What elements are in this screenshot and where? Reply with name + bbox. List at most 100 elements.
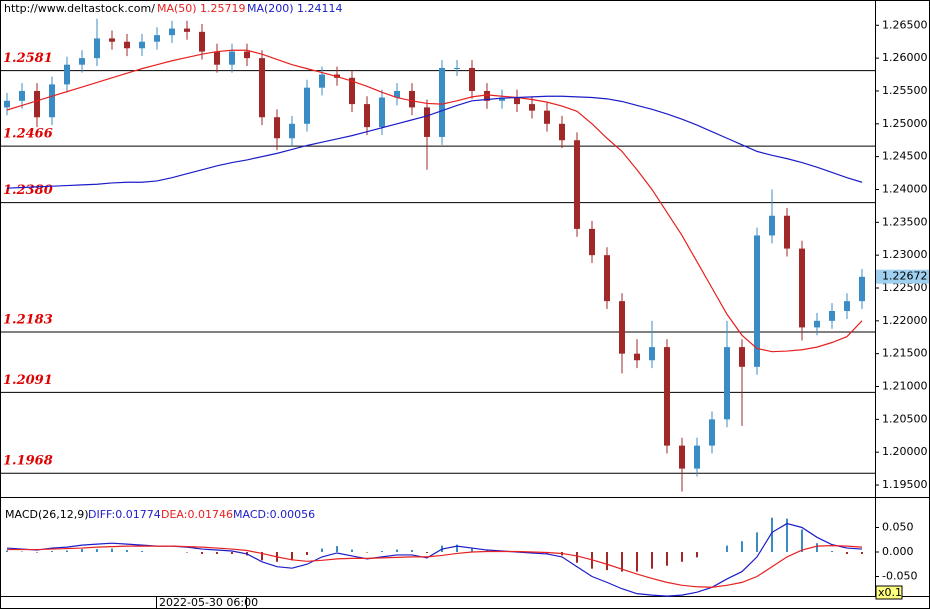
macd-bar xyxy=(651,551,653,569)
y-tick-label: 1.21000 xyxy=(882,380,928,393)
macd-bar xyxy=(51,551,53,552)
macd-bar xyxy=(426,551,428,553)
y-tick-label: 1.25500 xyxy=(882,84,928,97)
candle-body xyxy=(784,215,790,249)
macd-bar xyxy=(666,551,668,566)
candle-body xyxy=(289,123,295,139)
macd-bar xyxy=(96,549,98,552)
legend-ma50: MA(50) xyxy=(157,2,197,15)
candle-body xyxy=(319,74,325,88)
macd-bar xyxy=(696,551,698,558)
legend-ma200-value: 1.24114 xyxy=(297,2,343,15)
macd-bar xyxy=(396,549,398,552)
macd-bar xyxy=(351,549,353,552)
candle-body xyxy=(469,67,475,91)
candle-body xyxy=(184,28,190,32)
candle-body xyxy=(4,100,10,108)
y-tick-label: 1.19500 xyxy=(882,478,928,491)
scale-box xyxy=(875,585,903,600)
level-label: 1.1968 xyxy=(3,454,53,469)
macd-bar xyxy=(306,551,308,555)
y-tick-label: 1.22000 xyxy=(882,314,928,327)
macd-bar xyxy=(621,551,623,572)
macd-bar xyxy=(636,551,638,572)
y-tick-label: 0.000 xyxy=(882,545,914,558)
legend-ma200: MA(200) xyxy=(247,2,294,15)
legend-dea: DEA:0.01746 xyxy=(161,508,233,521)
macd-bar xyxy=(681,551,683,562)
macd-bar xyxy=(81,549,83,552)
candle-body xyxy=(49,84,55,118)
date-label: 2022-05-30 06:00 xyxy=(159,596,258,609)
candle-body xyxy=(394,90,400,98)
candle-body xyxy=(634,353,640,361)
candle-body xyxy=(349,77,355,105)
macd-bar xyxy=(861,551,863,554)
candle-body xyxy=(754,235,760,367)
candle-body xyxy=(589,228,595,256)
candle-body xyxy=(439,67,445,137)
candle-body xyxy=(574,140,580,229)
y-tick-label: 1.21500 xyxy=(882,347,928,360)
candle-body xyxy=(484,90,490,101)
candle-body xyxy=(739,347,745,367)
macd-bar xyxy=(786,518,788,552)
line-series xyxy=(6,95,863,189)
candle-body xyxy=(694,445,700,469)
level-label: 1.2091 xyxy=(3,373,53,388)
y-tick-label: 1.23000 xyxy=(882,248,928,261)
macd-bar xyxy=(66,550,68,552)
level-label: 1.2380 xyxy=(3,183,53,198)
candle-body xyxy=(619,301,625,354)
candle-body xyxy=(799,248,805,328)
macd-bar xyxy=(381,551,383,552)
line-series xyxy=(7,545,863,588)
candle-body xyxy=(64,64,70,85)
candle-body xyxy=(649,347,655,361)
candle-body xyxy=(34,90,40,118)
candle-body xyxy=(124,41,130,49)
last-price-label: 1.22672 xyxy=(882,270,928,283)
macd-bar xyxy=(831,551,833,552)
candle-body xyxy=(859,276,865,302)
macd-bar xyxy=(411,550,413,552)
candle-body xyxy=(709,419,715,446)
y-tick-label: 1.24000 xyxy=(882,182,928,195)
legend-ma50-value: 1.25719 xyxy=(200,2,246,15)
candle-body xyxy=(514,97,520,105)
candle-body xyxy=(364,104,370,128)
macd-bar xyxy=(801,529,803,552)
macd-bar xyxy=(816,543,818,552)
macd-bar xyxy=(726,545,728,552)
candle-body xyxy=(829,310,835,321)
macd-bar xyxy=(456,544,458,552)
macd-bar xyxy=(336,546,338,552)
candle-body xyxy=(844,301,850,311)
macd-bar xyxy=(756,532,758,552)
macd-bar xyxy=(576,551,578,563)
candle-body xyxy=(259,58,265,118)
macd-bar xyxy=(771,517,773,552)
candle-body xyxy=(169,28,175,36)
candle-body xyxy=(814,320,820,328)
y-tick-label: 1.22500 xyxy=(882,281,928,294)
source-label: http://www.deltastock.com/ xyxy=(4,2,155,15)
candle-body xyxy=(559,123,565,141)
candle-body xyxy=(214,51,220,65)
scale-label: x0.1 xyxy=(878,586,902,599)
candle-body xyxy=(664,347,670,446)
candle-body xyxy=(274,117,280,139)
y-tick-label: 1.26000 xyxy=(882,51,928,64)
level-label: 1.2183 xyxy=(3,313,53,328)
candle-body xyxy=(94,38,100,59)
candle-body xyxy=(409,90,415,108)
candle-body xyxy=(199,31,205,52)
y-tick-label: 1.23500 xyxy=(882,215,928,228)
macd-bar xyxy=(126,550,128,552)
level-label: 1.2581 xyxy=(3,51,53,66)
macd-bar xyxy=(741,541,743,552)
candle-body xyxy=(544,110,550,124)
macd-bar xyxy=(606,551,608,571)
candle-body xyxy=(154,35,160,42)
